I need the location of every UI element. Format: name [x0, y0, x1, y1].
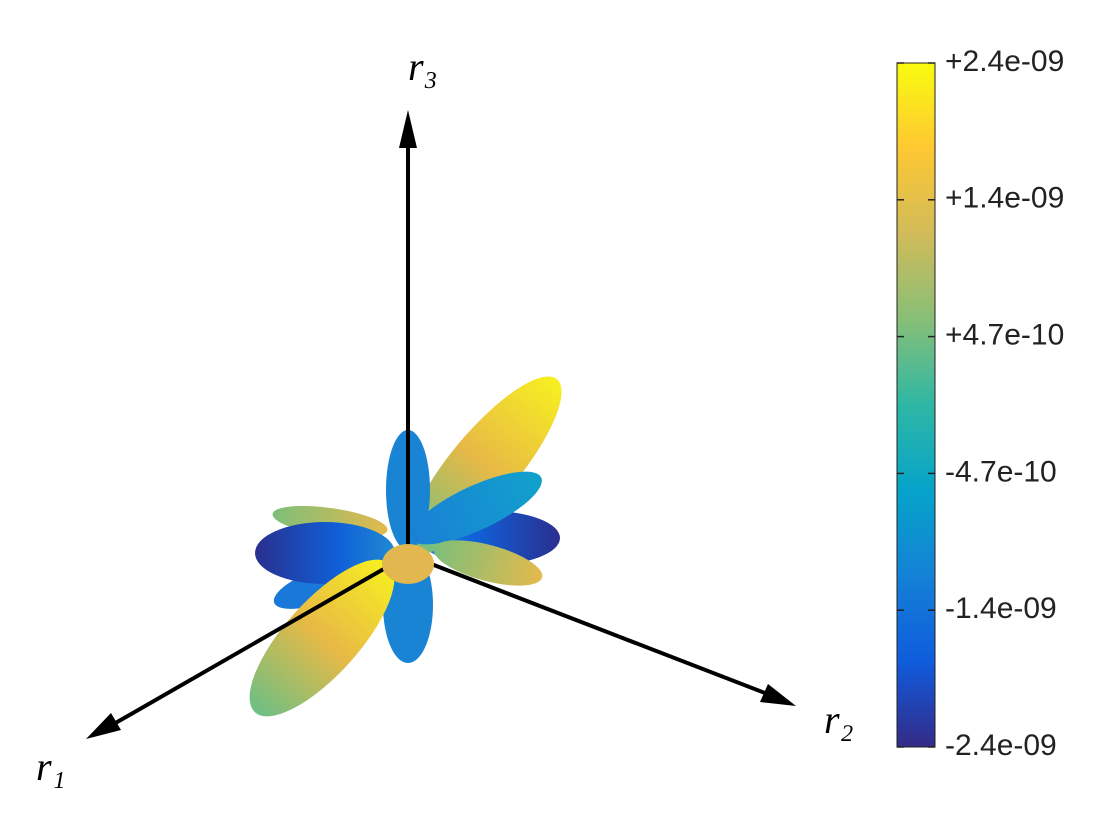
colorbar	[896, 62, 936, 748]
arrowhead	[399, 110, 417, 148]
colorbar-tick-label: +4.7e-10	[945, 319, 1064, 352]
axis-r1	[111, 553, 409, 727]
arrowhead	[86, 713, 121, 739]
lobe	[249, 559, 395, 717]
axis-r2	[407, 553, 771, 697]
axis-label-r3: r₃	[408, 44, 437, 89]
axis-label-r1: r₁	[36, 744, 65, 789]
lobe	[433, 540, 543, 586]
arrowhead	[760, 684, 796, 706]
colorbar-tick-label: +1.4e-09	[945, 182, 1064, 215]
colorbar-tick-label: -4.7e-10	[945, 455, 1057, 488]
axis-label-r2: r₂	[824, 697, 853, 742]
colorbar-tick-label: +2.4e-09	[945, 45, 1064, 78]
lobe	[410, 471, 542, 545]
colorbar-tick-label: -2.4e-09	[945, 729, 1057, 762]
axes	[111, 140, 771, 727]
colorbar-tick-label: -1.4e-09	[945, 592, 1057, 625]
lobe-center	[382, 544, 434, 584]
